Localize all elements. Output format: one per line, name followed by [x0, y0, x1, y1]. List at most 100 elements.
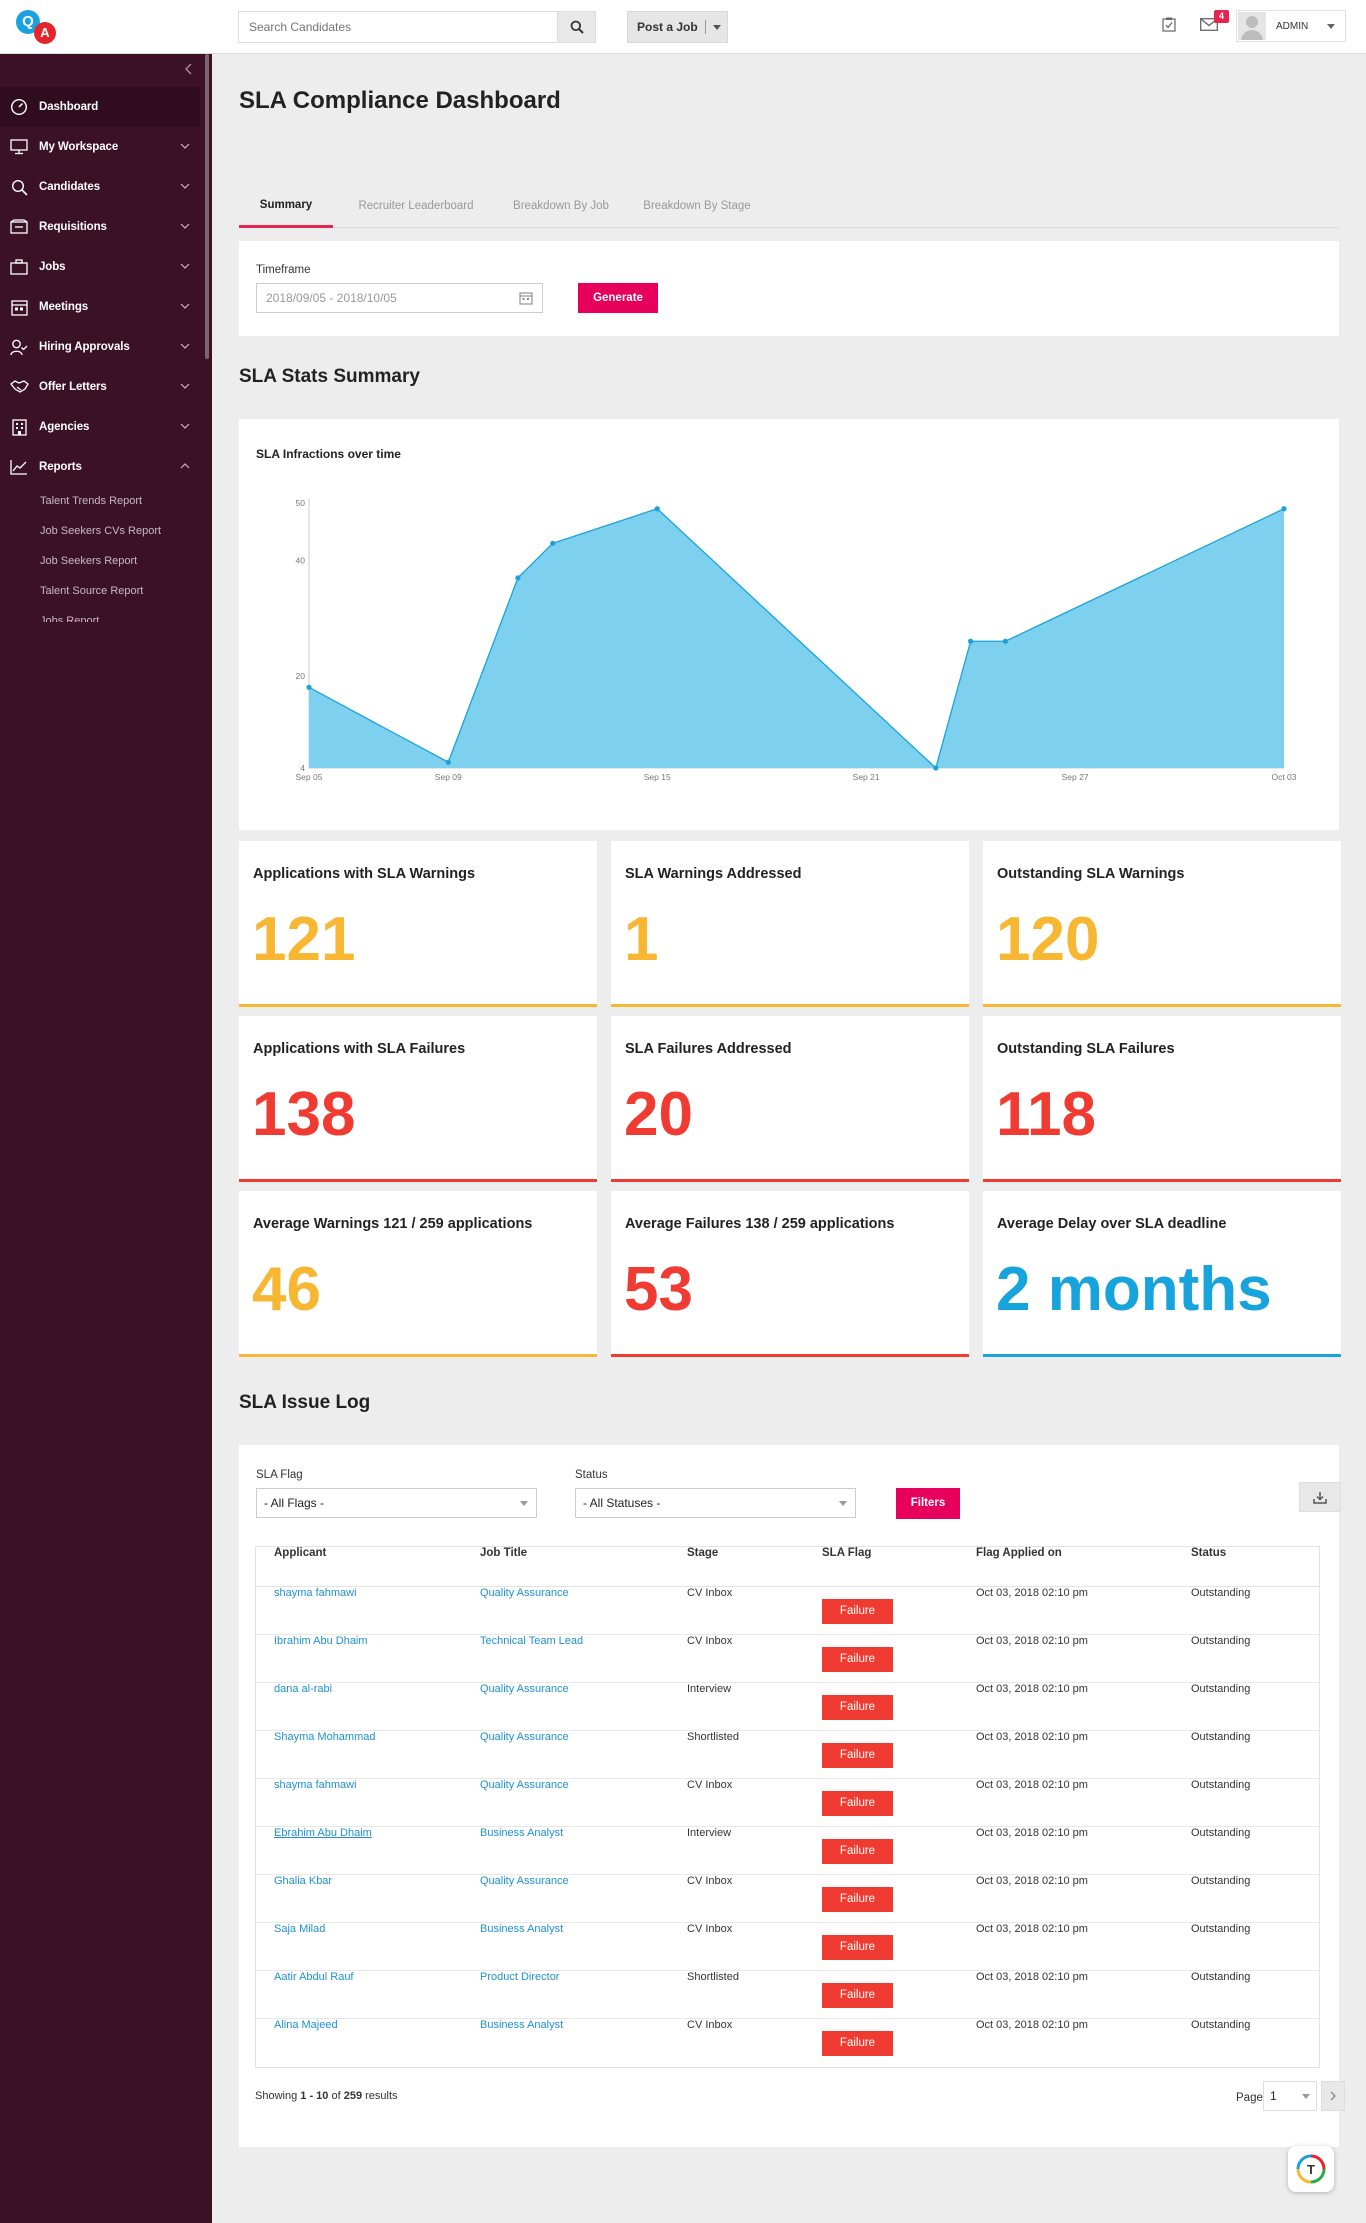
- job-title-link[interactable]: Business Analyst: [480, 2019, 564, 2031]
- sidebar-subitem-job-seekers-cvs-report[interactable]: Job Seekers CVs Report: [40, 525, 162, 537]
- applicant-link[interactable]: Ibrahim Abu Dhaim: [274, 1635, 368, 1647]
- job-title-link[interactable]: Quality Assurance: [480, 1683, 569, 1695]
- column-header-job-title[interactable]: Job Title: [480, 1547, 528, 1559]
- job-title-link[interactable]: Quality Assurance: [480, 1731, 569, 1743]
- status-cell: Outstanding: [1191, 1683, 1251, 1695]
- chart-data-point: [1281, 506, 1287, 512]
- status-select[interactable]: - All Statuses -: [575, 1488, 856, 1518]
- search-button[interactable]: [557, 12, 595, 42]
- requisition-icon: [9, 218, 29, 236]
- chevron-right-icon: [1330, 2091, 1336, 2101]
- applicant-link[interactable]: Ghalia Kbar: [274, 1875, 333, 1887]
- applicant-link[interactable]: shayma fahmawi: [274, 1779, 357, 1791]
- post-job-button[interactable]: Post a Job: [627, 11, 728, 43]
- job-title-link[interactable]: Quality Assurance: [480, 1587, 569, 1599]
- job-title-link[interactable]: Business Analyst: [480, 1923, 564, 1935]
- applicant-link[interactable]: Shayma Mohammad: [274, 1731, 376, 1743]
- tab-recruiter-leaderboard[interactable]: Recruiter Leaderboard: [358, 200, 474, 212]
- stat-accent-bar: [611, 1004, 969, 1007]
- results-suffix: results: [365, 2090, 398, 2102]
- chart-data-point: [306, 684, 312, 690]
- sidebar-subitem-jobs-report[interactable]: Jobs Report: [40, 615, 100, 622]
- page-select-value: 1: [1270, 2089, 1277, 2103]
- chart-data-point: [968, 638, 974, 644]
- status-cell: Outstanding: [1191, 1731, 1251, 1743]
- timeframe-input[interactable]: 2018/09/05 - 2018/10/05: [256, 283, 543, 313]
- tasks-icon[interactable]: [1162, 17, 1176, 32]
- tab-bar: Summary Recruiter Leaderboard Breakdown …: [239, 184, 1339, 228]
- sidebar-item-hiring-approvals[interactable]: Hiring Approvals: [0, 327, 200, 367]
- tab-breakdown-by-stage[interactable]: Breakdown By Stage: [643, 200, 751, 212]
- sidebar-item-agencies[interactable]: Agencies: [0, 407, 200, 447]
- column-header-stage[interactable]: Stage: [687, 1547, 719, 1559]
- column-header-status[interactable]: Status: [1191, 1547, 1227, 1559]
- user-check-icon: [9, 338, 29, 356]
- sidebar-subitem-job-seekers-report[interactable]: Job Seekers Report: [40, 555, 138, 567]
- sla-flag-select[interactable]: - All Flags -: [256, 1488, 537, 1518]
- job-title-link[interactable]: Product Director: [480, 1971, 560, 1983]
- job-title-link[interactable]: Business Analyst: [480, 1827, 564, 1839]
- stat-card: Average Warnings 121 / 259 applications 4…: [239, 1191, 597, 1357]
- chart-data-point: [445, 759, 451, 765]
- export-button[interactable]: [1299, 1482, 1341, 1512]
- flag-applied-cell: Oct 03, 2018 02:10 pm: [976, 1923, 1088, 1935]
- applicant-link[interactable]: Saja Milad: [274, 1923, 326, 1935]
- generate-button[interactable]: Generate: [578, 283, 658, 313]
- tab-breakdown-by-job[interactable]: Breakdown By Job: [513, 200, 609, 212]
- applicant-link[interactable]: Alina Majeed: [274, 2019, 338, 2031]
- monitor-icon: [9, 138, 29, 156]
- applicant-link[interactable]: shayma fahmawi: [274, 1587, 357, 1599]
- search-input[interactable]: [239, 12, 557, 42]
- results-summary: Showing 1 - 10 of 259 results: [255, 2090, 398, 2102]
- table-row: Shayma Mohammad Quality Assurance Shortlis…: [256, 1731, 1319, 1779]
- column-header-flag-applied-on[interactable]: Flag Applied on: [976, 1547, 1062, 1559]
- sla-flag-filter-label: SLA Flag: [256, 1469, 303, 1481]
- table-row: Alina Majeed Business Analyst CV Inbox Fail…: [256, 2019, 1319, 2067]
- user-menu[interactable]: ADMIN: [1236, 10, 1346, 42]
- sla-flag-badge: Failure: [822, 1887, 893, 1912]
- sidebar-item-jobs[interactable]: Jobs: [0, 247, 200, 287]
- sidebar-item-candidates[interactable]: Candidates: [0, 167, 200, 207]
- results-range: 1 - 10: [300, 2090, 329, 2102]
- chevron-down-icon[interactable]: [712, 24, 721, 30]
- applicant-link[interactable]: dana al-rabi: [274, 1683, 333, 1695]
- results-prefix: Showing: [255, 2090, 298, 2102]
- tab-summary[interactable]: Summary: [239, 184, 333, 228]
- sla-infractions-chart: 4 20 40 50 Sep 05 Sep 09 Sep 15 Sep 21 Sep 27 Oct…: [296, 498, 1297, 782]
- sidebar-subitem-talent-source-report[interactable]: Talent Source Report: [40, 585, 144, 597]
- page-select[interactable]: 1: [1263, 2081, 1317, 2111]
- job-title-link[interactable]: Quality Assurance: [480, 1875, 569, 1887]
- sidebar-item-requisitions[interactable]: Requisitions: [0, 207, 200, 247]
- next-page-button[interactable]: [1321, 2081, 1345, 2111]
- chart-x-tick-label: Oct 03: [1271, 772, 1296, 782]
- filters-button[interactable]: Filters: [896, 1488, 960, 1519]
- calendar-icon[interactable]: [519, 291, 533, 305]
- sidebar-subitem-talent-trends-report[interactable]: Talent Trends Report: [40, 495, 143, 507]
- sidebar-item-label: Agencies: [39, 421, 90, 433]
- job-title-link[interactable]: Quality Assurance: [480, 1779, 569, 1791]
- chevron-down-icon: [180, 223, 190, 229]
- collapse-sidebar-icon[interactable]: [182, 62, 196, 76]
- help-widget-button[interactable]: T: [1288, 2146, 1334, 2192]
- flag-applied-cell: Oct 03, 2018 02:10 pm: [976, 2019, 1088, 2031]
- column-header-applicant[interactable]: Applicant: [274, 1547, 327, 1559]
- flag-applied-cell: Oct 03, 2018 02:10 pm: [976, 1731, 1088, 1743]
- sidebar-scrollbar[interactable]: [205, 54, 209, 359]
- sidebar-item-meetings[interactable]: Meetings: [0, 287, 200, 327]
- column-header-sla-flag[interactable]: SLA Flag: [822, 1547, 872, 1559]
- job-title-link[interactable]: Technical Team Lead: [480, 1635, 584, 1647]
- sidebar-item-dashboard[interactable]: Dashboard: [0, 87, 200, 127]
- flag-applied-cell: Oct 03, 2018 02:10 pm: [976, 1683, 1088, 1695]
- sla-flag-badge: Failure: [822, 1935, 893, 1960]
- applicant-link[interactable]: Aatir Abdul Rauf: [274, 1971, 354, 1983]
- app-logo[interactable]: Q A: [14, 8, 62, 46]
- sidebar-item-my-workspace[interactable]: My Workspace: [0, 127, 200, 167]
- top-bar: Q A Post a Job 4 ADMIN: [0, 0, 1366, 54]
- table-row: Aatir Abdul Rauf Product Director Shortlis…: [256, 1971, 1319, 2019]
- sidebar-item-reports[interactable]: Reports: [0, 447, 200, 487]
- sidebar-item-offer-letters[interactable]: Offer Letters: [0, 367, 200, 407]
- main-content: SLA Compliance Dashboard Summary Recruit…: [212, 54, 1366, 2223]
- applicant-link[interactable]: Ebrahim Abu Dhaim: [274, 1827, 372, 1839]
- sla-chart-card: SLA Infractions over time 4 20 40 50 Sep 05 S…: [239, 419, 1339, 830]
- stat-accent-bar: [611, 1179, 969, 1182]
